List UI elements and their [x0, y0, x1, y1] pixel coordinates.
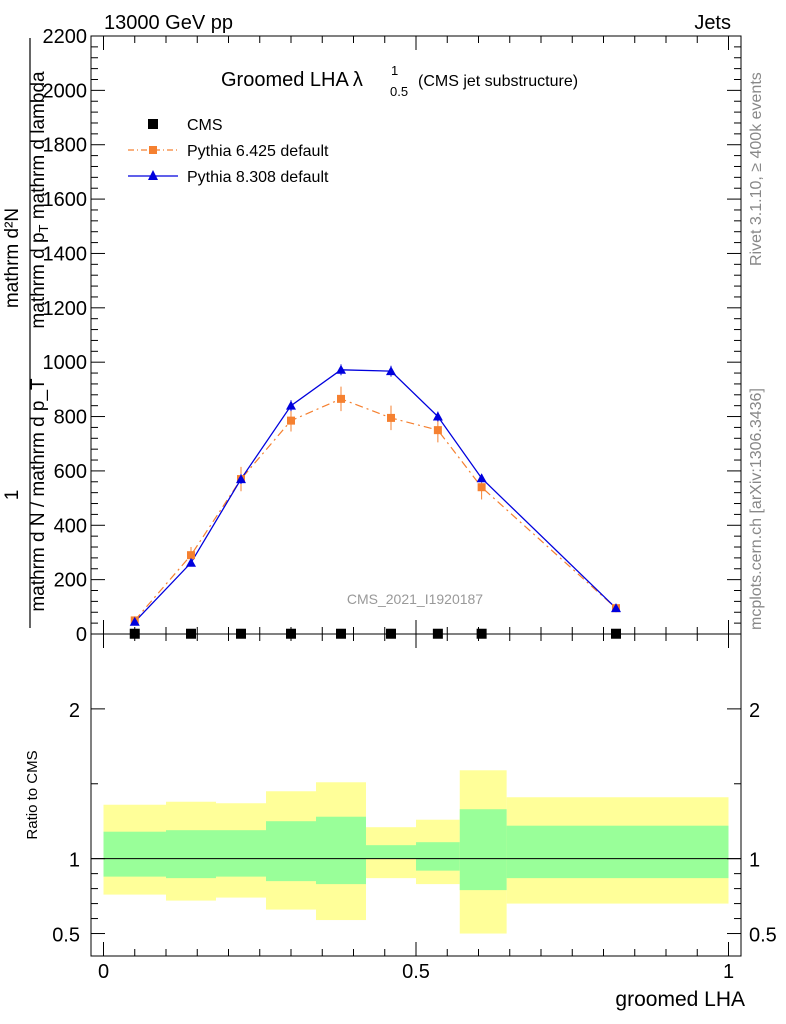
chart-title-symbol: λ	[353, 69, 363, 91]
point-pythia6	[477, 483, 486, 492]
point-pythia6	[187, 551, 195, 560]
point-pythia8	[286, 400, 296, 410]
legend-label-py6: Pythia 6.425 default	[187, 143, 329, 160]
rivet-label: Rivet 3.1.10, ≥ 400k events	[748, 72, 765, 266]
ratio-y-tick-label-right: 1	[749, 850, 760, 872]
ratio-y-tick-label-right: 0.5	[749, 925, 777, 947]
series-line-pythia8	[134, 369, 617, 623]
chart-title-sub: 0.5	[390, 84, 408, 99]
chart-title-text: Groomed LHA	[221, 69, 349, 91]
x-tick-label: 0.5	[402, 961, 430, 983]
main-panel: 0 200 400 600 800 1000 1200 1400 1600 1800 2000 220…	[2, 26, 742, 646]
ylabel-denom: mathrm d N / mathrm d p_T	[28, 378, 49, 612]
point-pythia8	[186, 557, 196, 567]
band-inner	[459, 809, 507, 891]
legend-label-cms: CMS	[187, 117, 223, 134]
y-tick-label: 1800	[43, 135, 88, 157]
y-tick-label: 0	[76, 624, 87, 646]
y-tick-label: 1600	[43, 189, 88, 211]
ratio-y-tick-label: 2	[69, 700, 80, 722]
point-pythia6	[337, 394, 345, 403]
ylabel-numerator-denom: mathrm d pT mathrm d lambda	[28, 71, 51, 329]
ratio-panel: 0.5 0.5 1 1 2 2 0 0.5 1 Ratio to CMS groomed LH…	[24, 633, 777, 1011]
y-tick-label: 200	[54, 570, 87, 592]
legend-marker-py8	[148, 170, 158, 180]
point-pythia6	[287, 416, 295, 425]
ratio-y-tick-label: 0.5	[52, 925, 80, 947]
chart-title: Groomed LHA λ	[221, 69, 363, 91]
ratio-frame	[90, 633, 742, 957]
y-tick-label: 1400	[43, 243, 88, 265]
point-pythia6	[433, 426, 442, 435]
ylabel-one: 1	[2, 490, 23, 501]
point-pythia8	[432, 411, 443, 421]
x-tick-label: 0	[98, 961, 109, 983]
legend-marker-cms	[148, 119, 158, 129]
point-pythia8	[129, 616, 140, 626]
watermark: CMS_2021_I1920187	[347, 591, 483, 607]
band-inner	[216, 830, 266, 877]
legend-marker-py6	[149, 146, 157, 154]
legend: CMS Pythia 6.425 default Pythia 8.308 de…	[128, 117, 329, 186]
band-inner	[316, 816, 366, 885]
point-pythia8	[236, 474, 246, 484]
main-ylabel: mathrm d²N mathrm d pT mathrm d lambda 1…	[2, 38, 51, 628]
point-pythia8	[386, 366, 396, 376]
y-tick-label: 2000	[43, 80, 88, 102]
point-pythia8	[611, 603, 621, 613]
y-tick-label: 1200	[43, 298, 88, 320]
series-line-pythia6	[134, 398, 617, 621]
chart-title-sup: 1	[391, 63, 398, 78]
ylabel-numerator: mathrm d²N	[2, 208, 23, 308]
y-tick-label: 800	[54, 407, 87, 429]
y-tick-label: 600	[54, 461, 87, 483]
band-inner	[166, 830, 216, 879]
band-inner	[416, 842, 460, 871]
legend-label-py8: Pythia 8.308 default	[187, 169, 329, 186]
x-tick-label: 1	[723, 961, 734, 983]
x-axis-label: groomed LHA	[615, 988, 745, 1011]
chart-title-note: (CMS jet substructure)	[418, 73, 578, 90]
band-inner	[266, 821, 316, 882]
band-inner	[103, 831, 166, 877]
process-label: Jets	[694, 12, 731, 34]
energy-label: 13000 GeV pp	[104, 12, 233, 34]
band-inner	[366, 845, 416, 859]
y-tick-label: 2200	[43, 26, 88, 48]
point-pythia8	[476, 473, 487, 483]
y-tick-label: 400	[54, 515, 87, 537]
ratio-y-tick-label-right: 2	[749, 700, 760, 722]
band-inner	[506, 825, 729, 879]
point-pythia6	[387, 413, 395, 422]
ratio-ylabel: Ratio to CMS	[24, 750, 41, 839]
ratio-y-tick-label: 1	[69, 850, 80, 872]
point-pythia8	[336, 364, 346, 374]
y-tick-label: 1000	[43, 352, 88, 374]
mcplots-label: mcplots.cern.ch [arXiv:1306.3436]	[748, 388, 765, 630]
